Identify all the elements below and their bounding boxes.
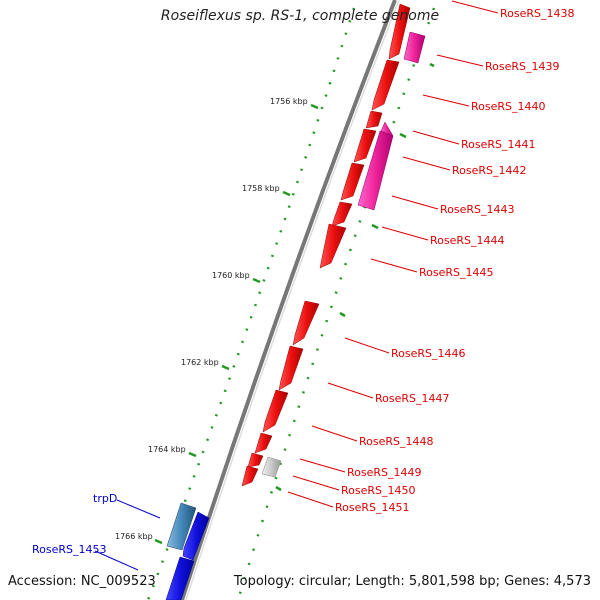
tick-mark-1764 (188, 451, 197, 458)
gene-label-1447[interactable]: RoseRS_1447 (375, 392, 450, 405)
gene-arrow-1446[interactable] (292, 300, 320, 346)
leader-1453 (94, 550, 139, 571)
tick-label-1762: 1762 kbp (181, 358, 219, 367)
inner-tick (371, 223, 379, 230)
leader-1441 (412, 130, 460, 145)
gene-label-1445[interactable]: RoseRS_1445 (419, 266, 494, 279)
leader-trpD (116, 499, 161, 519)
gene-label-1438[interactable]: RoseRS_1438 (500, 7, 575, 20)
leader-lines (94, 0, 499, 571)
genome-backbone (180, 0, 397, 600)
gene-arrow-1442[interactable] (340, 162, 365, 201)
leader-1440 (422, 94, 470, 107)
leader-1445 (370, 258, 418, 273)
gene-label-1453[interactable]: RoseRS_1453 (32, 543, 107, 556)
scale-ticks: 1756 kbp 1758 kbp 1760 kbp 1762 kbp 1764… (115, 97, 319, 545)
gene-label-1446[interactable]: RoseRS_1446 (391, 347, 466, 360)
tick-label-1760: 1760 kbp (212, 271, 250, 280)
map-title: Roseiflexus sp. RS-1, complete genome (160, 8, 440, 24)
reverse-genes (261, 31, 426, 478)
gene-arrow-trpD-blue[interactable] (182, 511, 210, 561)
gene-label-1442[interactable]: RoseRS_1442 (452, 164, 527, 177)
gene-labels-blue: trpD RoseRS_1453 (32, 492, 117, 556)
gene-arrow-1439-pink[interactable] (403, 31, 426, 64)
gene-arrow-1451[interactable] (241, 465, 259, 487)
inner-tick (275, 485, 282, 492)
forward-genes (241, 3, 411, 487)
genome-backbone-highlight (185, 0, 400, 600)
tick-label-1758: 1758 kbp (242, 184, 280, 193)
gene-label-1440[interactable]: RoseRS_1440 (471, 100, 546, 113)
accession-text: Accession: NC_009523 (8, 574, 156, 589)
gene-label-1441[interactable]: RoseRS_1441 (461, 138, 536, 151)
inner-feature-ticks (275, 62, 435, 492)
inner-tick (339, 311, 346, 318)
leader-1442 (402, 156, 451, 171)
leader-1448 (311, 425, 358, 442)
inner-tick (399, 132, 407, 139)
gene-label-1448[interactable]: RoseRS_1448 (359, 435, 434, 448)
gene-label-trpD[interactable]: trpD (93, 492, 117, 505)
gene-arrow-1441-pink[interactable] (380, 121, 394, 137)
gene-label-1451[interactable]: RoseRS_1451 (335, 501, 410, 514)
leader-1444 (381, 226, 429, 241)
gene-label-1449[interactable]: RoseRS_1449 (347, 466, 422, 479)
gene-arrow-1450[interactable] (247, 452, 264, 468)
gene-label-1444[interactable]: RoseRS_1444 (430, 234, 505, 247)
gene-arrow-1440[interactable] (365, 110, 383, 129)
highlighted-genes (165, 502, 210, 600)
gene-arrow-1438[interactable] (388, 3, 411, 60)
gene-arrow-trpD[interactable] (166, 502, 197, 551)
gene-labels-red: RoseRS_1438 RoseRS_1439 RoseRS_1440 Rose… (335, 7, 575, 514)
leader-1439 (436, 54, 484, 67)
leader-1450 (292, 475, 340, 491)
tick-mark-1762 (221, 364, 230, 371)
tick-label-1756: 1756 kbp (270, 97, 308, 106)
gene-arrow-1453[interactable] (165, 556, 195, 600)
tick-mark-1758 (282, 190, 291, 197)
tick-mark-1760 (252, 277, 261, 284)
gene-arrow-1447[interactable] (278, 345, 304, 391)
gene-label-1439[interactable]: RoseRS_1439 (485, 60, 560, 73)
gene-label-1450[interactable]: RoseRS_1450 (341, 484, 416, 497)
leader-1446 (344, 337, 390, 354)
tick-mark-1766 (154, 538, 163, 545)
gene-label-1443[interactable]: RoseRS_1443 (440, 203, 515, 216)
gene-arrow-1448[interactable] (262, 389, 289, 433)
leader-1443 (391, 195, 439, 210)
tick-label-1764: 1764 kbp (148, 445, 186, 454)
gene-arrow-1444[interactable] (319, 223, 347, 269)
gene-arrow-1439[interactable] (371, 59, 400, 111)
gene-arrow-1443[interactable] (331, 201, 353, 227)
tick-label-1766: 1766 kbp (115, 532, 153, 541)
gene-arrow-1449[interactable] (254, 432, 273, 454)
inner-tick (429, 62, 435, 68)
gene-neutral-1449[interactable] (261, 456, 282, 478)
leader-1447 (327, 382, 374, 399)
leader-1438 (451, 0, 499, 14)
leader-1451 (287, 491, 334, 508)
tick-mark-1756 (310, 103, 319, 110)
genome-summary-text: Topology: circular; Length: 5,801,598 bp… (233, 574, 591, 589)
leader-1449 (299, 458, 346, 473)
gene-arrow-1441[interactable] (353, 128, 377, 163)
